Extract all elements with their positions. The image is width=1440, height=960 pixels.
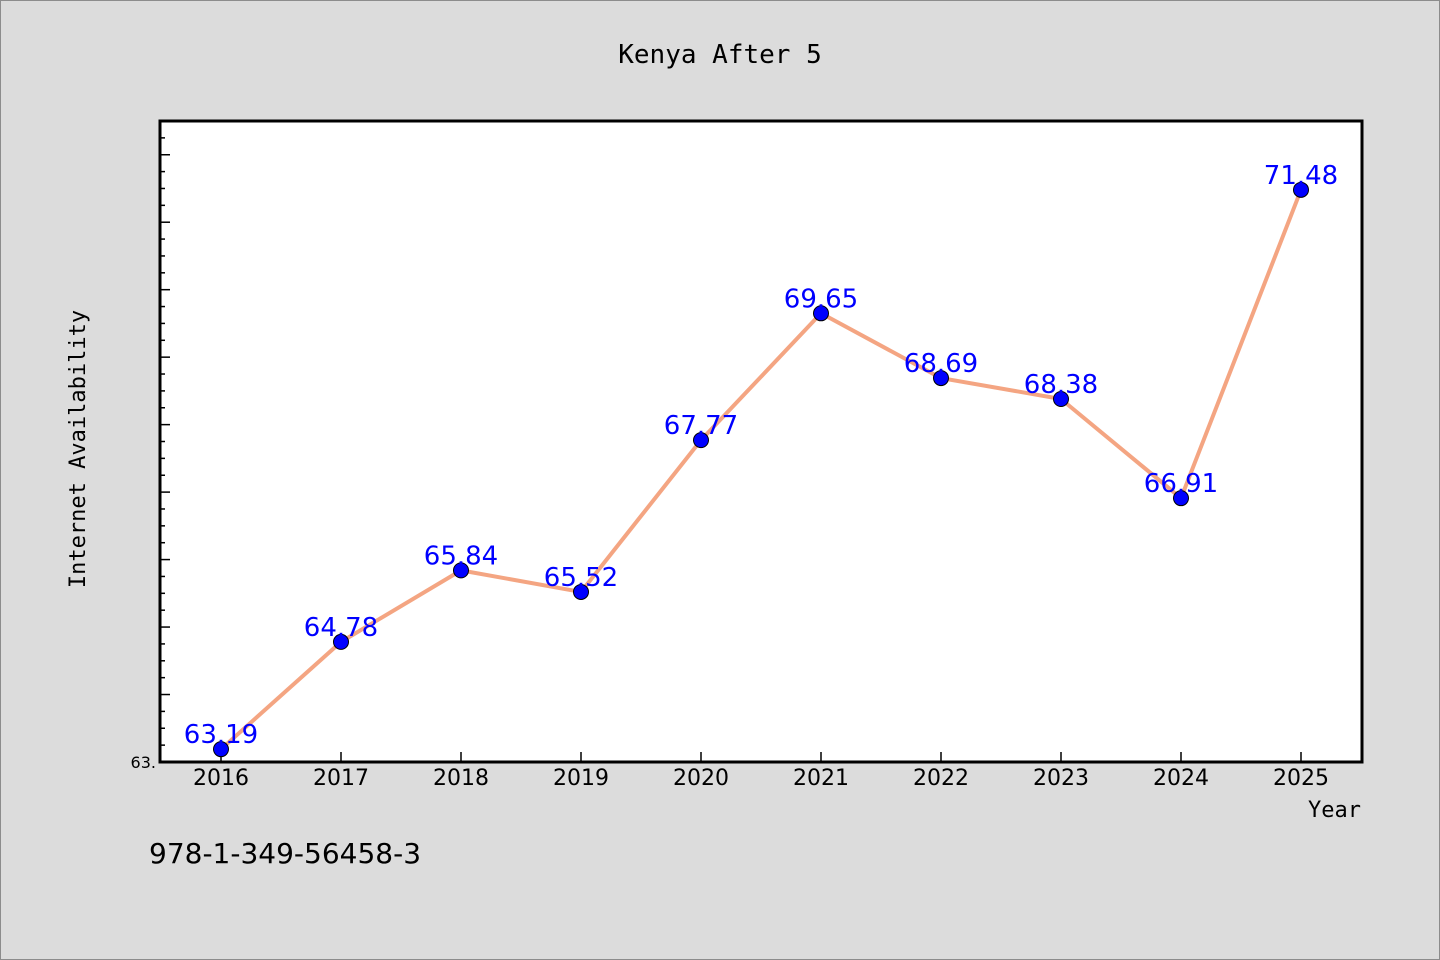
data-label: 68.69 [904,349,978,379]
chart-title: Kenya After 5 [618,40,822,70]
data-label: 65.84 [424,541,498,571]
x-tick-label: 2025 [1273,766,1329,791]
data-point [453,562,469,579]
x-tick-label: 2021 [793,766,849,791]
y-axis-ticks: 63. [131,120,170,772]
line-series: 63.19 64.78 65.84 65.52 67.77 69.65 68.69 68.38… [184,161,1338,758]
data-point [213,741,229,758]
data-label: 64.78 [304,613,378,643]
series-line [219,189,1303,751]
data-point [573,583,589,600]
x-tick-label: 2019 [553,766,609,791]
x-tick-label: 2017 [313,766,369,791]
footer-id-text: 978-1-349-56458-3 [149,837,421,870]
data-point [1053,390,1069,407]
data-point [933,370,949,387]
data-point [693,432,709,449]
x-axis-title: Year [1308,798,1361,823]
data-point [333,633,349,650]
x-tick-label: 2024 [1153,766,1209,791]
x-tick-label: 2018 [433,766,489,791]
data-label: 63.19 [184,720,258,750]
plot-area [158,119,1364,764]
x-tick-label: 2016 [193,766,249,791]
data-label: 69.65 [784,284,858,314]
x-axis-ticks: 2016 2017 2018 2019 2020 2021 2022 2023 2024 2025 [193,752,1329,791]
x-tick-label: 2023 [1033,766,1089,791]
data-label: 68.38 [1024,370,1098,400]
x-tick-label: 2022 [913,766,969,791]
data-point [813,305,829,322]
data-label: 66.91 [1144,469,1218,499]
data-point [1173,490,1189,507]
data-label: 67.77 [664,411,738,441]
data-label: 71.48 [1264,161,1338,191]
data-point [1293,181,1309,198]
y-axis-title: Internet Availability [66,310,91,588]
x-tick-label: 2020 [673,766,729,791]
y-tick-label: 63. [131,753,156,772]
data-label: 65.52 [544,563,618,593]
